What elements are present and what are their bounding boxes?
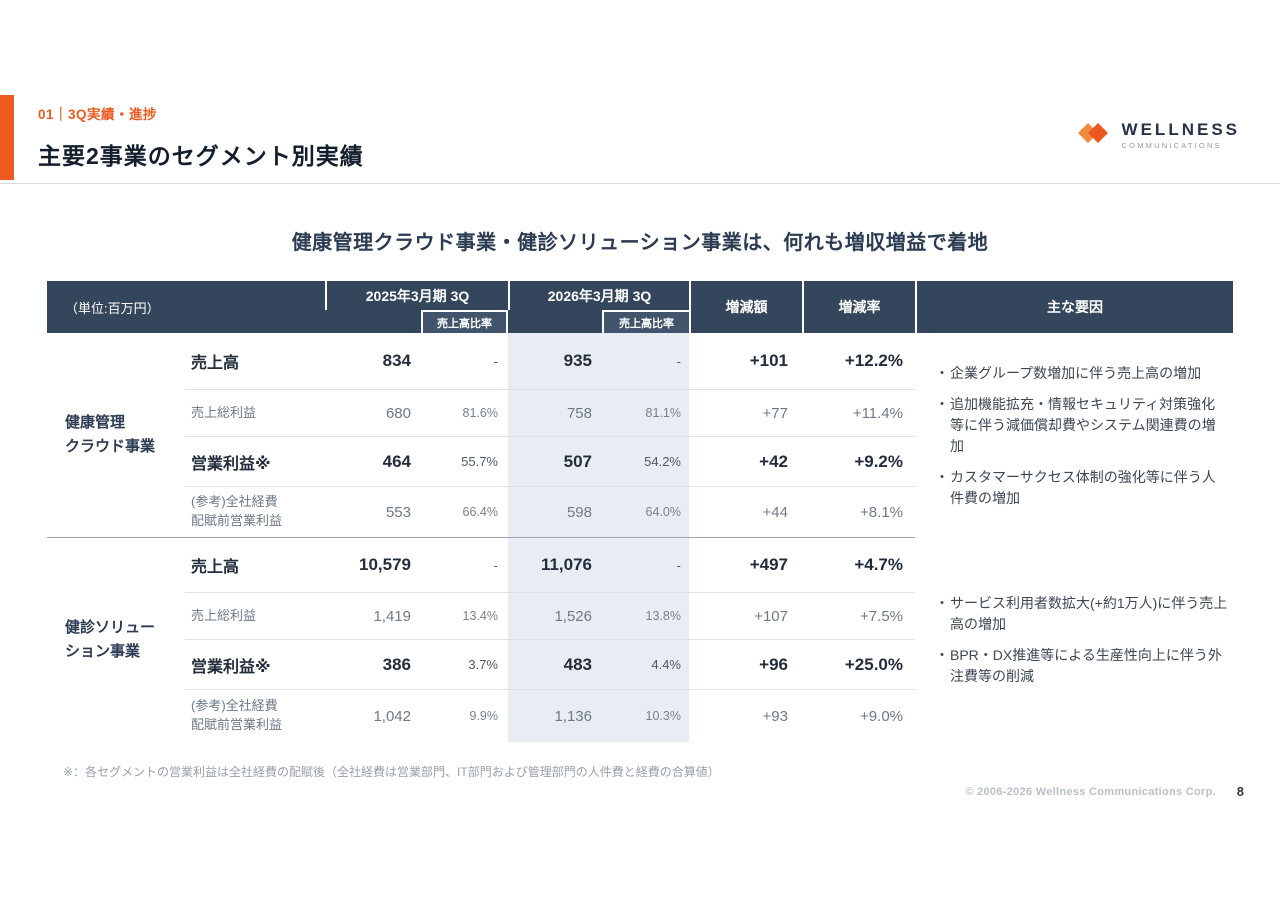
value-2025: 386	[325, 640, 421, 690]
page-title: 主要2事業のセグメント別実績	[38, 143, 364, 169]
ratio-2025: 9.9%	[469, 709, 499, 723]
value-2025: 1,042	[373, 707, 411, 725]
change-rate: +12.2%	[802, 333, 915, 390]
value-2026: 1,136	[508, 690, 602, 742]
metric-label: 売上総利益	[185, 593, 325, 640]
change-amount: +42	[689, 437, 802, 487]
metric-label: 営業利益※	[185, 437, 325, 487]
value-2026: 598	[508, 487, 602, 538]
accent-bar	[0, 95, 14, 180]
segment-name-checkup: 健診ソリュー ション事業	[65, 619, 156, 660]
ratio-2026: 81.1%	[602, 390, 689, 437]
factor-item: カスタマーサクセス体制の強化等に伴う人件費の増加	[935, 467, 1229, 509]
header-divider	[0, 183, 1280, 184]
unit-label: （単位:百万円）	[47, 281, 325, 333]
factor-item: 追加機能拡充・情報セキュリティ対策強化等に伴う減価償却費やシステム関連費の増加	[935, 394, 1229, 457]
ratio-2026: 13.8%	[602, 593, 689, 640]
value-2025: 1,419	[325, 593, 421, 640]
value-2026: 483	[508, 640, 602, 690]
change-rate: +11.4%	[802, 390, 915, 437]
change-amount: +77	[689, 390, 802, 437]
metric-label: (参考)全社経費 配賦前営業利益	[185, 487, 325, 538]
change-amount: +44	[689, 487, 802, 538]
value-2026: 935	[508, 333, 602, 390]
metric-label: 売上高	[185, 333, 325, 390]
header-spacer-2026	[508, 310, 602, 333]
ratio-2025: 66.4%	[421, 487, 508, 538]
change-rate: +9.0%	[860, 707, 903, 725]
value-2026: 758	[508, 390, 602, 437]
key-factors-cloud: 企業グループ数増加に伴う売上高の増加 追加機能拡充・情報セキュリティ対策強化等に…	[915, 333, 1233, 538]
ratio-2026: 10.3%	[602, 690, 689, 742]
factor-item: サービス利用者数拡大(+約1万人)に伴う売上高の増加	[935, 593, 1229, 635]
company-logo: WELLNESS COMMUNICATIONS	[1073, 118, 1240, 153]
change-rate: +4.7%	[802, 538, 915, 593]
change-rate: +9.2%	[802, 437, 915, 487]
factor-item: 企業グループ数増加に伴う売上高の増加	[935, 363, 1229, 384]
ratio-subheader-2026: 売上高比率	[602, 310, 689, 333]
segment-results-table: （単位:百万円） 2025年3月期 3Q 売上高比率 2026年3月期 3Q 売…	[47, 281, 1233, 742]
col-header-key-factors: 主な要因	[915, 281, 1233, 333]
value-2025: 553	[325, 487, 421, 538]
change-rate: +8.1%	[802, 487, 915, 538]
value-2026: 507	[508, 437, 602, 487]
value-2025: 834	[325, 333, 421, 390]
logo-subname: COMMUNICATIONS	[1121, 141, 1222, 150]
change-amount: +96	[689, 640, 802, 690]
col-header-change-amount: 増減額	[689, 281, 802, 333]
ratio-2026: -	[602, 333, 689, 390]
factor-item: BPR・DX推進等による生産性向上に伴う外注費等の削減	[935, 645, 1229, 687]
header-spacer-2025	[325, 310, 421, 333]
metric-label: (参考)全社経費 配賦前営業利益	[191, 698, 283, 732]
value-2025: 464	[325, 437, 421, 487]
col-header-fy2026-3q: 2026年3月期 3Q	[508, 281, 689, 310]
key-factors-checkup: サービス利用者数拡大(+約1万人)に伴う売上高の増加 BPR・DX推進等による生…	[915, 538, 1233, 742]
ratio-2025: -	[421, 333, 508, 390]
col-header-change-rate: 増減率	[802, 281, 915, 333]
value-2025: 680	[325, 390, 421, 437]
metric-label: 売上総利益	[185, 390, 325, 437]
change-amount: +101	[689, 333, 802, 390]
col-header-fy2025-3q: 2025年3月期 3Q	[325, 281, 508, 310]
slide-message: 健康管理クラウド事業・健診ソリューション事業は、何れも増収増益で着地	[291, 232, 989, 254]
segment-name-cloud: 健康管理 クラウド事業	[47, 333, 185, 538]
ratio-2025: 55.7%	[421, 437, 508, 487]
ratio-2025: -	[421, 538, 508, 593]
value-2026: 1,526	[508, 593, 602, 640]
change-amount: +107	[689, 593, 802, 640]
logo-name: WELLNESS	[1121, 120, 1240, 139]
value-2026: 11,076	[508, 538, 602, 593]
section-kicker: 01｜3Q実績・進捗	[38, 107, 158, 122]
change-amount: +93	[762, 707, 788, 725]
ratio-2026: -	[602, 538, 689, 593]
ratio-2026: 4.4%	[602, 640, 689, 690]
logo-mark-icon	[1073, 118, 1113, 153]
metric-label: 営業利益※	[185, 640, 325, 690]
value-2025: 10,579	[325, 538, 421, 593]
logo-text: WELLNESS COMMUNICATIONS	[1122, 121, 1240, 150]
ratio-2025: 81.6%	[421, 390, 508, 437]
ratio-2026: 54.2%	[602, 437, 689, 487]
change-rate: +25.0%	[802, 640, 915, 690]
page-number: 8	[1236, 784, 1244, 799]
change-rate: +7.5%	[802, 593, 915, 640]
ratio-2025: 13.4%	[421, 593, 508, 640]
ratio-2025: 3.7%	[421, 640, 508, 690]
metric-label: 売上高	[185, 538, 325, 593]
change-amount: +497	[689, 538, 802, 593]
copyright: © 2006-2026 Wellness Communications Corp…	[965, 786, 1216, 798]
ratio-2026: 64.0%	[602, 487, 689, 538]
footnote: ※：各セグメントの営業利益は全社経費の配賦後（全社経費は営業部門、IT部門および…	[63, 765, 720, 779]
ratio-subheader-2025: 売上高比率	[421, 310, 508, 333]
